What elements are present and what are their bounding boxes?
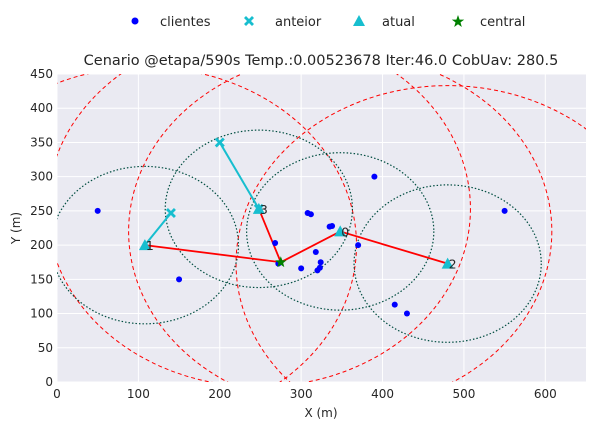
current-position-marker xyxy=(252,202,265,214)
previous-position-marker xyxy=(165,207,176,218)
x-tick-label: 400 xyxy=(371,387,394,401)
x-tick-label: 300 xyxy=(290,387,313,401)
uav-label: 3 xyxy=(260,202,268,217)
client-point xyxy=(298,265,305,272)
coverage-circle xyxy=(353,184,542,343)
client-point xyxy=(501,207,508,214)
link-range-circle xyxy=(128,74,553,382)
grid xyxy=(56,73,586,383)
links-path xyxy=(144,208,448,265)
x-tick-label: 500 xyxy=(452,387,475,401)
client-point xyxy=(272,240,279,247)
y-tick-label: 0 xyxy=(45,375,53,389)
central-marker xyxy=(275,256,287,268)
y-tick-label: 350 xyxy=(30,135,53,149)
client-point xyxy=(312,248,319,255)
y-tick-label: 400 xyxy=(30,101,53,115)
client-point xyxy=(403,310,410,317)
client-point xyxy=(329,222,336,229)
y-tick-label: 200 xyxy=(30,238,53,252)
uav-label: 2 xyxy=(449,257,457,272)
legend-marker-anteior xyxy=(244,16,254,26)
client-point xyxy=(391,301,398,308)
y-tick-label: 450 xyxy=(30,67,53,81)
axis-ticks: 0 100 200 300 400 500 600 0 50 100 150 200 250 300 350… xyxy=(30,67,557,401)
legend-marker-clientes xyxy=(131,17,139,25)
previous-position-marker xyxy=(214,137,225,148)
y-tick-label: 250 xyxy=(30,204,53,218)
client-point xyxy=(94,207,101,214)
current-position-marker xyxy=(138,239,151,251)
x-axis-label: X (m) xyxy=(304,406,337,420)
legend: clientes anteior atual central xyxy=(131,15,525,30)
chart-title: Cenario @etapa/590s Temp.:0.00523678 Ite… xyxy=(84,53,559,69)
legend-label-central: central xyxy=(480,15,525,30)
client-point xyxy=(317,259,324,266)
y-tick-label: 150 xyxy=(30,272,53,286)
y-tick-label: 50 xyxy=(38,341,53,355)
plot-area xyxy=(57,74,586,382)
legend-label-clientes: clientes xyxy=(160,15,211,30)
x-tick-label: 200 xyxy=(208,387,231,401)
y-axis-label: Y (m) xyxy=(9,212,23,245)
uav-label: 1 xyxy=(146,238,154,253)
current-position-marker xyxy=(334,225,347,237)
x-tick-label: 600 xyxy=(534,387,557,401)
x-tick-label: 0 xyxy=(53,387,61,401)
y-tick-label: 300 xyxy=(30,170,53,184)
coverage-circle xyxy=(246,152,435,311)
client-point xyxy=(176,276,183,283)
legend-label-atual: atual xyxy=(382,15,415,30)
client-point xyxy=(371,173,378,180)
plot-content: 1 3 0 2 xyxy=(57,74,586,382)
coverage-circle xyxy=(57,165,240,325)
link-range-circle xyxy=(57,74,471,382)
movement-line xyxy=(218,141,260,210)
uav-label: 0 xyxy=(341,224,349,239)
legend-label-anteior: anteior xyxy=(275,15,322,30)
client-point xyxy=(307,211,314,218)
current-position-marker xyxy=(441,257,454,269)
x-tick-label: 100 xyxy=(127,387,150,401)
movement-line xyxy=(144,212,172,246)
client-point xyxy=(316,264,323,271)
legend-marker-central xyxy=(451,15,465,27)
legend-marker-atual xyxy=(353,15,365,26)
y-tick-label: 100 xyxy=(30,307,53,321)
coverage-circle xyxy=(164,129,354,289)
client-point xyxy=(355,242,362,249)
